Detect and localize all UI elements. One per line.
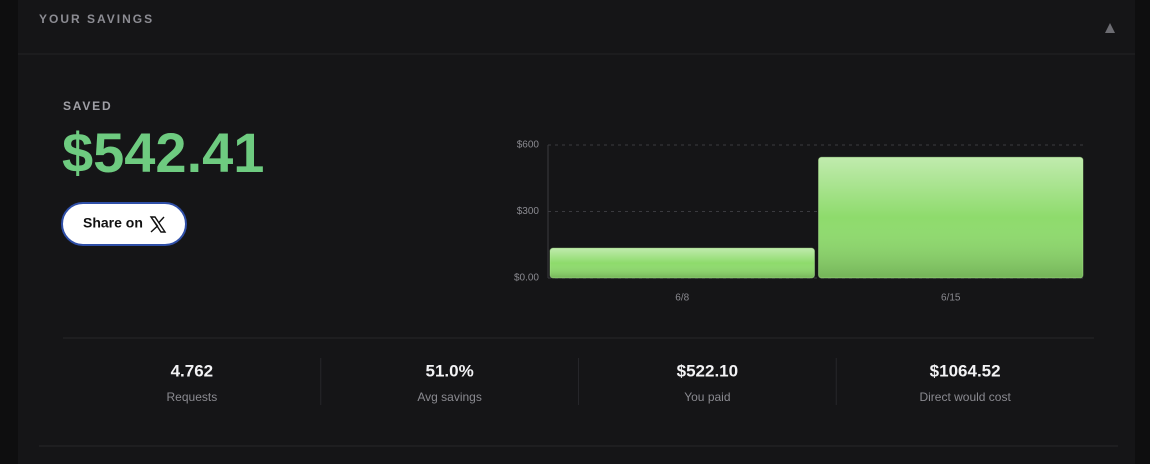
stat-value: $1064.52 <box>930 361 1001 380</box>
saved-label: SAVED <box>63 99 112 113</box>
chart: $0.00 $300 $600 6/8 6/15 <box>514 140 1085 304</box>
y-tick-label: $0.00 <box>514 273 539 284</box>
x-tick-label: 6/8 <box>675 293 689 304</box>
y-tick-label: $300 <box>517 206 540 217</box>
stats: 4.762 Requests 51.0% Avg savings $522.10 You … <box>167 358 1011 405</box>
saved-amount: $542.41 <box>62 121 264 184</box>
collapse-toggle[interactable] <box>1105 23 1115 33</box>
stat-value: $522.10 <box>677 361 738 380</box>
card <box>18 0 1135 464</box>
x-tick-label: 6/15 <box>941 293 961 304</box>
share-button[interactable]: Share on <box>61 202 187 246</box>
bar-sheen <box>549 247 815 279</box>
stat-label: You paid <box>684 390 730 404</box>
bar-sheen <box>818 156 1084 279</box>
x-logo[interactable] <box>149 216 167 233</box>
section-title: YOUR SAVINGS <box>39 12 154 26</box>
stat-label: Avg savings <box>417 390 481 404</box>
stat-label: Direct would cost <box>919 390 1011 404</box>
y-tick-label: $600 <box>517 140 540 151</box>
stat-value: 51.0% <box>426 361 474 380</box>
button-bg[interactable] <box>61 202 187 246</box>
button-text[interactable]: Share on <box>83 215 143 231</box>
stat-value: 4.762 <box>171 361 214 380</box>
stat-label: Requests <box>167 390 218 404</box>
